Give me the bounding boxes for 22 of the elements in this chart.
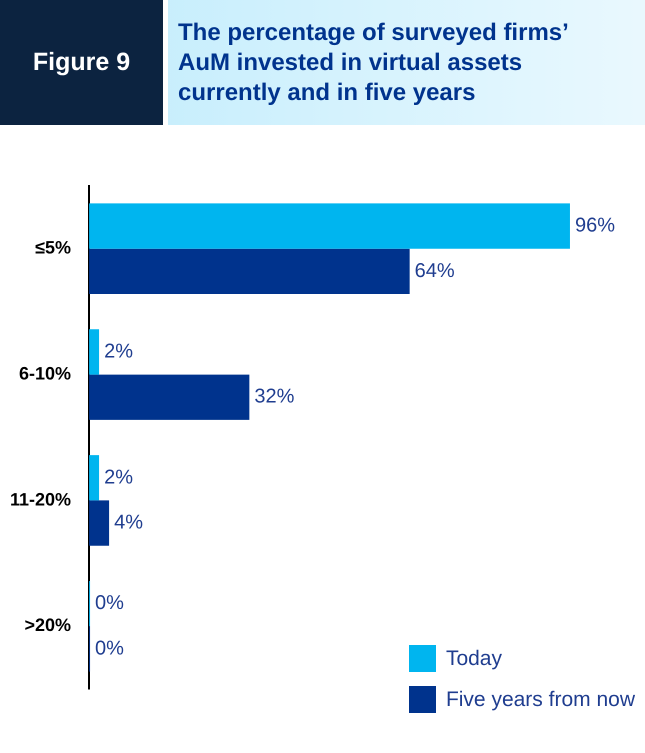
data-label: 2% [104, 466, 134, 488]
data-label: 96% [574, 214, 616, 237]
bar [89, 248, 410, 294]
bar [89, 374, 250, 420]
bar [89, 203, 570, 249]
data-label: 4% [114, 512, 144, 534]
data-label: 2% [104, 340, 134, 362]
bar [89, 329, 100, 375]
chart-title: The percentage of surveyed firms’ AuM invested in virtual assets currently and in five years [178, 18, 568, 108]
bar [89, 455, 100, 500]
bar [89, 500, 110, 546]
legend-label: Five years from now [446, 688, 635, 712]
y-tick-label: 11-20% [10, 489, 72, 510]
data-label: 32% [254, 386, 295, 408]
y-tick-label: >20% [24, 615, 72, 636]
data-label: 0% [95, 592, 124, 614]
data-label: 64% [414, 260, 455, 282]
data-label: 0% [95, 637, 124, 660]
y-tick-label: ≤5% [35, 238, 72, 258]
caption: Figure 9 [32, 48, 130, 77]
y-tick-label: 6-10% [19, 364, 72, 384]
legend-label: Today [446, 646, 502, 670]
